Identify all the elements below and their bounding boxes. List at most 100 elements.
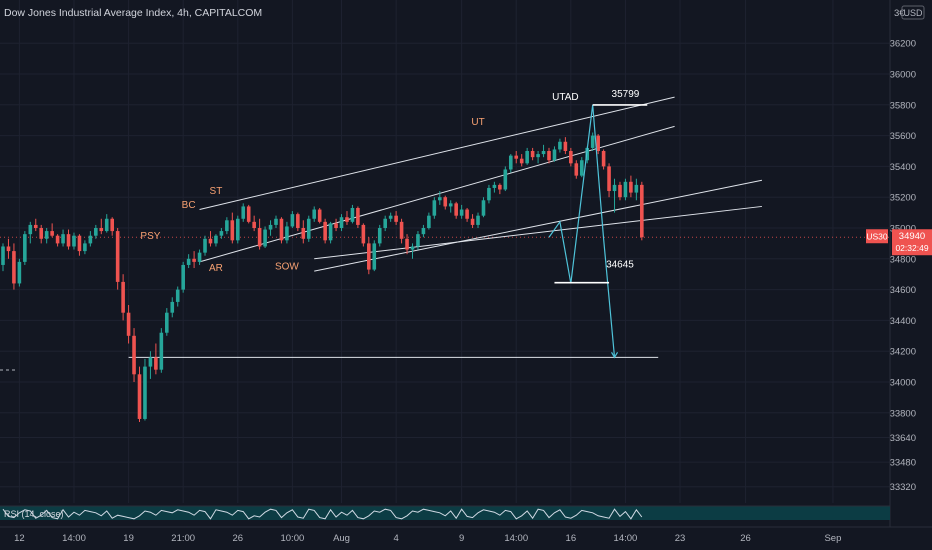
candle-body bbox=[290, 214, 295, 227]
candle-body bbox=[416, 234, 420, 247]
annotation-label: SOW bbox=[275, 262, 299, 273]
price-tick-label: 33320 bbox=[890, 482, 916, 493]
candle bbox=[94, 224, 98, 239]
candle-body bbox=[181, 264, 185, 290]
candle bbox=[328, 221, 333, 244]
candle bbox=[552, 146, 557, 162]
candle-body bbox=[94, 228, 98, 236]
candle-body bbox=[410, 246, 415, 250]
candle bbox=[219, 228, 224, 239]
rsi-pane[interactable]: RSI (14, close) bbox=[0, 505, 890, 520]
candle bbox=[416, 231, 420, 250]
price-tick-label: 34200 bbox=[890, 347, 916, 358]
candle-body bbox=[214, 235, 218, 244]
time-tick-label: 26 bbox=[740, 533, 751, 544]
candle bbox=[154, 343, 158, 375]
candle bbox=[301, 220, 306, 244]
candle-body bbox=[285, 226, 289, 241]
candle-body bbox=[547, 151, 551, 161]
candle bbox=[547, 147, 551, 164]
candle bbox=[197, 249, 202, 265]
candle-body bbox=[154, 357, 158, 370]
annotations[interactable]: PSY BC ST AR SOW UT UTAD 35799 34645 bbox=[140, 89, 648, 359]
candle bbox=[99, 218, 104, 235]
candle bbox=[285, 221, 289, 244]
drawings[interactable] bbox=[0, 96, 890, 371]
candle-body bbox=[268, 224, 273, 230]
candle bbox=[399, 218, 404, 244]
candle-body bbox=[607, 166, 611, 192]
candle bbox=[263, 226, 267, 249]
candle-body bbox=[356, 207, 360, 225]
candle bbox=[448, 200, 453, 213]
candle bbox=[634, 178, 639, 201]
candle-body bbox=[137, 374, 142, 419]
price-tick-label: 35600 bbox=[890, 131, 916, 142]
candle-body bbox=[459, 209, 464, 216]
candle-body bbox=[50, 231, 54, 236]
candle-body bbox=[110, 218, 114, 232]
price-axis[interactable]: 33320 33480 33640 33800 34000 34200 34400 34600… bbox=[866, 0, 932, 527]
candle bbox=[640, 181, 644, 241]
candle bbox=[334, 218, 338, 232]
candle bbox=[23, 231, 27, 265]
time-axis[interactable]: 12 14:00 19 21:00 26 10:00 Aug 4 9 14:00 16 14:00 23… bbox=[0, 526, 932, 544]
candle bbox=[339, 214, 344, 232]
candle-body bbox=[427, 215, 431, 228]
candle bbox=[165, 308, 169, 336]
time-tick-label: 23 bbox=[675, 533, 686, 544]
candle bbox=[410, 243, 415, 259]
annotation-label: PSY bbox=[140, 231, 160, 242]
candle-body bbox=[574, 163, 579, 176]
candle-body bbox=[579, 160, 584, 176]
candle bbox=[427, 212, 431, 230]
candle bbox=[274, 215, 278, 228]
candle bbox=[115, 228, 120, 290]
candle-body bbox=[72, 235, 76, 247]
price-tick-label: 36000 bbox=[890, 70, 916, 81]
candle-body bbox=[514, 155, 519, 159]
candle bbox=[257, 218, 262, 250]
candle-body bbox=[328, 223, 333, 241]
candle-body bbox=[629, 181, 633, 193]
time-tick-label: 12 bbox=[14, 533, 25, 544]
candles bbox=[1, 132, 644, 423]
candle-body bbox=[558, 141, 562, 150]
candle-body bbox=[383, 218, 387, 228]
candle-body bbox=[39, 228, 44, 239]
candle bbox=[214, 234, 218, 247]
price-tick-label: 35400 bbox=[890, 162, 916, 173]
annotation-label: ST bbox=[210, 186, 223, 197]
candle-body bbox=[23, 234, 27, 262]
candle bbox=[443, 195, 448, 210]
candle bbox=[143, 358, 147, 421]
candle bbox=[306, 215, 311, 242]
candle bbox=[230, 212, 235, 244]
candle-body bbox=[1, 246, 5, 265]
candle-body bbox=[225, 220, 229, 232]
candle bbox=[312, 206, 317, 222]
candle bbox=[148, 351, 153, 379]
annotation-label: 34645 bbox=[606, 259, 634, 270]
candle bbox=[104, 214, 109, 233]
candle-body bbox=[443, 197, 448, 207]
candle-body bbox=[487, 187, 491, 201]
candle bbox=[66, 229, 71, 250]
price-tick-label: 34600 bbox=[890, 285, 916, 296]
projection-arrowhead bbox=[611, 352, 619, 359]
rsi-band bbox=[0, 506, 890, 520]
candle-body bbox=[361, 224, 366, 244]
candle-body bbox=[339, 217, 344, 228]
candle-body bbox=[28, 224, 33, 235]
candle-body bbox=[399, 221, 404, 239]
candle-body bbox=[143, 366, 147, 419]
candle bbox=[530, 147, 535, 161]
candle-body bbox=[165, 312, 169, 333]
candle-body bbox=[618, 184, 622, 198]
rsi-line bbox=[2, 508, 643, 520]
candle bbox=[388, 212, 393, 222]
candle-body bbox=[208, 238, 213, 244]
candle bbox=[12, 243, 16, 290]
time-tick-label: 4 bbox=[393, 533, 398, 544]
